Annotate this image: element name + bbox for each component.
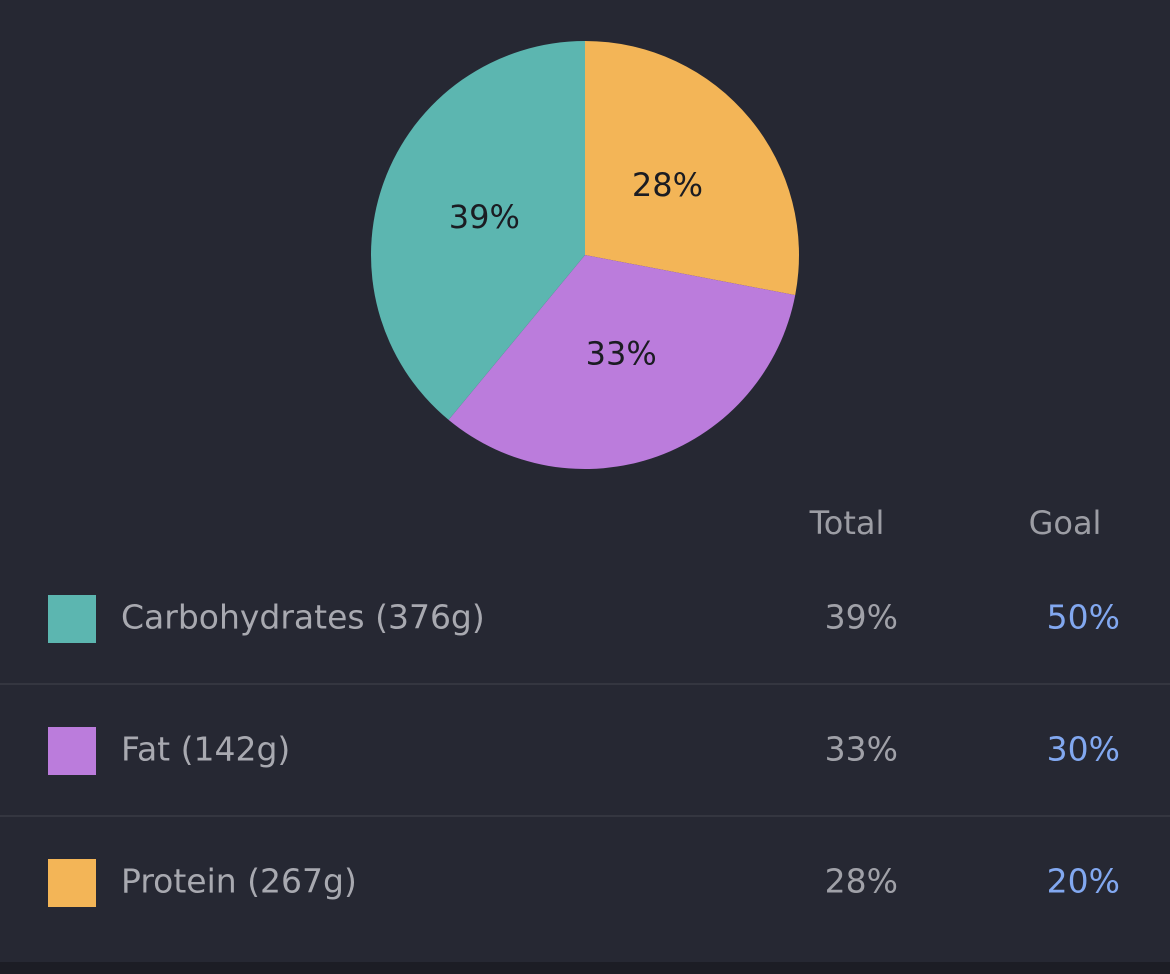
pie-slice bbox=[370, 41, 585, 420]
bottom-bar bbox=[0, 962, 1170, 974]
total-percent: 28% bbox=[825, 862, 898, 901]
row-label: Protein (267g) bbox=[121, 862, 357, 901]
column-header: Goal bbox=[1029, 504, 1102, 542]
column-header: Total bbox=[809, 504, 885, 542]
goal-percent: 30% bbox=[1047, 730, 1120, 769]
slice-label: 28% bbox=[632, 166, 703, 204]
pie-slice bbox=[448, 255, 796, 469]
slice-label: 39% bbox=[449, 198, 520, 236]
slice-label: 33% bbox=[586, 335, 657, 373]
row-label: Carbohydrates (376g) bbox=[121, 598, 485, 637]
total-percent: 39% bbox=[825, 598, 898, 637]
color-swatch bbox=[48, 727, 96, 775]
row-label: Fat (142g) bbox=[121, 730, 290, 769]
goal-percent: 50% bbox=[1047, 598, 1120, 637]
pie-slice bbox=[585, 41, 799, 296]
goal-percent: 20% bbox=[1047, 862, 1120, 901]
color-swatch bbox=[48, 595, 96, 643]
color-swatch bbox=[48, 859, 96, 907]
total-percent: 33% bbox=[825, 730, 898, 769]
